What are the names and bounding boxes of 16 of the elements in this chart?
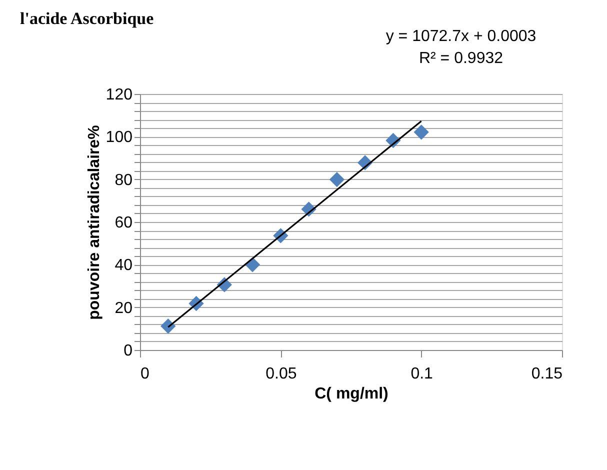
x-axis-title: C( mg/ml) [314, 386, 388, 402]
x-tick-label: 0.05 [266, 366, 297, 382]
y-tick-label: 100 [106, 129, 133, 146]
y-tick-label: 120 [106, 86, 133, 104]
y-tick-label: 0 [124, 342, 133, 360]
text: R² = 0.9932 [418, 50, 504, 67]
x-tick-label: 0.1 [410, 366, 434, 382]
y-tick-label: 20 [114, 300, 133, 317]
y-tick-label: 40 [114, 257, 133, 274]
y-tick-label: 80 [114, 172, 133, 189]
y-axis-title: pouvoire antiradicalaire% [86, 125, 103, 320]
y-tick-label: 60 [114, 214, 133, 232]
x-tick-label: 0.15 [531, 366, 563, 382]
text: y = 1072.7x + 0.0003 [386, 28, 536, 45]
x-tick-label: 0 [140, 366, 150, 382]
chart-title: l'acide Ascorbique [20, 9, 154, 28]
